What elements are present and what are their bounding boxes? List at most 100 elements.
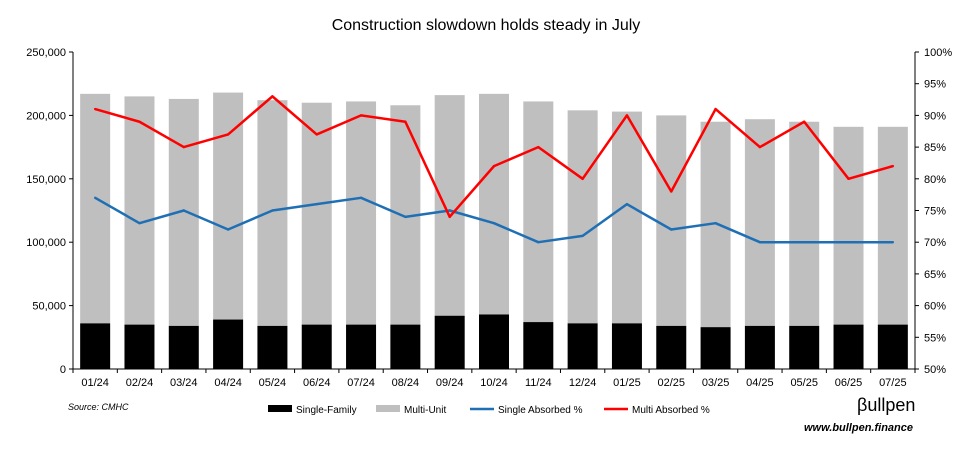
multi-unit-bar bbox=[523, 101, 554, 323]
multi-absorbed-point bbox=[448, 215, 451, 219]
right-tick-label: 80% bbox=[924, 174, 946, 186]
single-absorbed-point bbox=[670, 228, 673, 231]
left-tick-label: 250,000 bbox=[26, 47, 66, 59]
multi-absorbed-point bbox=[404, 120, 407, 123]
multi-absorbed-point bbox=[315, 133, 318, 136]
multi-unit-bar bbox=[877, 126, 908, 325]
single-family-bar bbox=[80, 323, 111, 369]
right-tick-label: 65% bbox=[924, 269, 946, 281]
single-family-bar bbox=[700, 327, 731, 369]
x-tick-label: 09/24 bbox=[436, 377, 464, 389]
single-absorbed-point bbox=[93, 196, 97, 200]
single-family-bar bbox=[656, 325, 687, 369]
multi-unit-bar bbox=[346, 101, 377, 325]
single-family-bar bbox=[744, 325, 775, 369]
single-absorbed-point bbox=[537, 241, 540, 244]
multi-absorbed-point bbox=[271, 95, 274, 98]
right-tick-label: 90% bbox=[924, 110, 946, 122]
single-absorbed-point bbox=[226, 228, 230, 231]
brand-logo: βullpen bbox=[857, 395, 915, 415]
single-family-bar bbox=[124, 324, 155, 369]
multi-unit-bar bbox=[567, 110, 598, 324]
single-family-bar bbox=[877, 324, 908, 369]
x-tick-label: 11/24 bbox=[525, 377, 552, 389]
single-family-bar bbox=[567, 323, 598, 369]
single-family-bar bbox=[789, 325, 820, 369]
x-tick-label: 01/24 bbox=[81, 377, 109, 389]
single-family-bar bbox=[611, 323, 642, 369]
left-tick-label: 150,000 bbox=[26, 174, 66, 186]
legend-single-absorbed-label: Single Absorbed % bbox=[498, 405, 583, 416]
right-tick-label: 70% bbox=[924, 237, 946, 249]
multi-absorbed-point bbox=[847, 177, 850, 180]
single-absorbed-point bbox=[581, 234, 584, 238]
lines-layer bbox=[93, 95, 895, 244]
website-link[interactable]: www.bullpen.finance bbox=[804, 422, 913, 434]
x-tick-label: 05/24 bbox=[259, 377, 287, 389]
multi-absorbed-point bbox=[670, 190, 673, 193]
legend: Single-Family Multi-Unit Single Absorbed %… bbox=[268, 405, 710, 416]
left-tick-label: 200,000 bbox=[26, 110, 66, 122]
multi-absorbed-point bbox=[226, 133, 230, 136]
right-tick-label: 75% bbox=[924, 206, 946, 218]
single-absorbed-point bbox=[891, 241, 895, 244]
x-tick-label: 07/25 bbox=[879, 377, 907, 389]
multi-absorbed-point bbox=[803, 120, 806, 123]
multi-absorbed-point bbox=[625, 114, 629, 117]
right-tick-label: 60% bbox=[924, 301, 946, 313]
single-absorbed-point bbox=[359, 196, 363, 200]
chart-title: Construction slowdown holds steady in Ju… bbox=[332, 17, 641, 34]
single-absorbed-point bbox=[625, 202, 629, 206]
x-tick-label: 10/24 bbox=[480, 377, 508, 389]
right-tick-label: 50% bbox=[924, 364, 946, 376]
multi-unit-bar bbox=[213, 92, 244, 320]
legend-single-family-label: Single-Family bbox=[296, 405, 357, 416]
multi-unit-bar bbox=[479, 93, 509, 315]
x-tick-label: 02/24 bbox=[126, 377, 154, 389]
multi-absorbed-point bbox=[93, 107, 97, 111]
single-absorbed-point bbox=[448, 209, 451, 212]
single-family-bar bbox=[434, 315, 465, 369]
x-tick-label: 12/24 bbox=[569, 377, 597, 389]
single-absorbed-point bbox=[138, 221, 141, 225]
legend-single-family-swatch bbox=[268, 405, 292, 412]
axes-layer: 0 50,000 100,000 150,000 200,000 250,000 50% 55… bbox=[26, 47, 952, 389]
single-absorbed-point bbox=[803, 241, 806, 244]
multi-absorbed-point bbox=[714, 107, 717, 111]
multi-absorbed-point bbox=[758, 145, 762, 149]
x-tick-label: 06/24 bbox=[303, 377, 331, 389]
single-family-bar bbox=[301, 324, 332, 369]
multi-unit-bar bbox=[611, 111, 642, 324]
multi-absorbed-point bbox=[891, 164, 895, 168]
x-tick-label: 04/24 bbox=[214, 377, 242, 389]
x-tick-label: 01/25 bbox=[613, 377, 641, 389]
multi-unit-bar bbox=[124, 96, 155, 325]
multi-absorbed-point bbox=[492, 164, 496, 168]
multi-absorbed-point bbox=[182, 145, 185, 149]
x-tick-label: 06/25 bbox=[835, 377, 863, 389]
single-family-bar bbox=[213, 319, 244, 369]
x-tick-label: 07/24 bbox=[347, 377, 375, 389]
multi-unit-bar bbox=[257, 100, 288, 326]
x-tick-label: 05/25 bbox=[790, 377, 818, 389]
right-tick-label: 55% bbox=[924, 332, 946, 344]
multi-unit-bar bbox=[789, 121, 820, 326]
single-family-bar bbox=[833, 324, 864, 369]
single-absorbed-point bbox=[492, 221, 496, 225]
multi-absorbed-point bbox=[359, 114, 363, 117]
right-tick-label: 85% bbox=[924, 142, 946, 154]
single-family-bar bbox=[257, 325, 288, 369]
multi-absorbed-point bbox=[581, 177, 584, 180]
single-absorbed-point bbox=[847, 241, 850, 244]
multi-absorbed-point bbox=[138, 120, 141, 123]
single-absorbed-point bbox=[758, 241, 762, 244]
single-family-bar bbox=[390, 324, 421, 369]
single-absorbed-point bbox=[271, 209, 274, 212]
multi-unit-bar bbox=[301, 102, 332, 325]
multi-unit-bar bbox=[80, 93, 111, 324]
x-tick-label: 08/24 bbox=[392, 377, 420, 389]
single-family-bar bbox=[523, 322, 554, 369]
source-note: Source: CMHC bbox=[68, 402, 129, 412]
multi-unit-bar bbox=[833, 126, 864, 325]
